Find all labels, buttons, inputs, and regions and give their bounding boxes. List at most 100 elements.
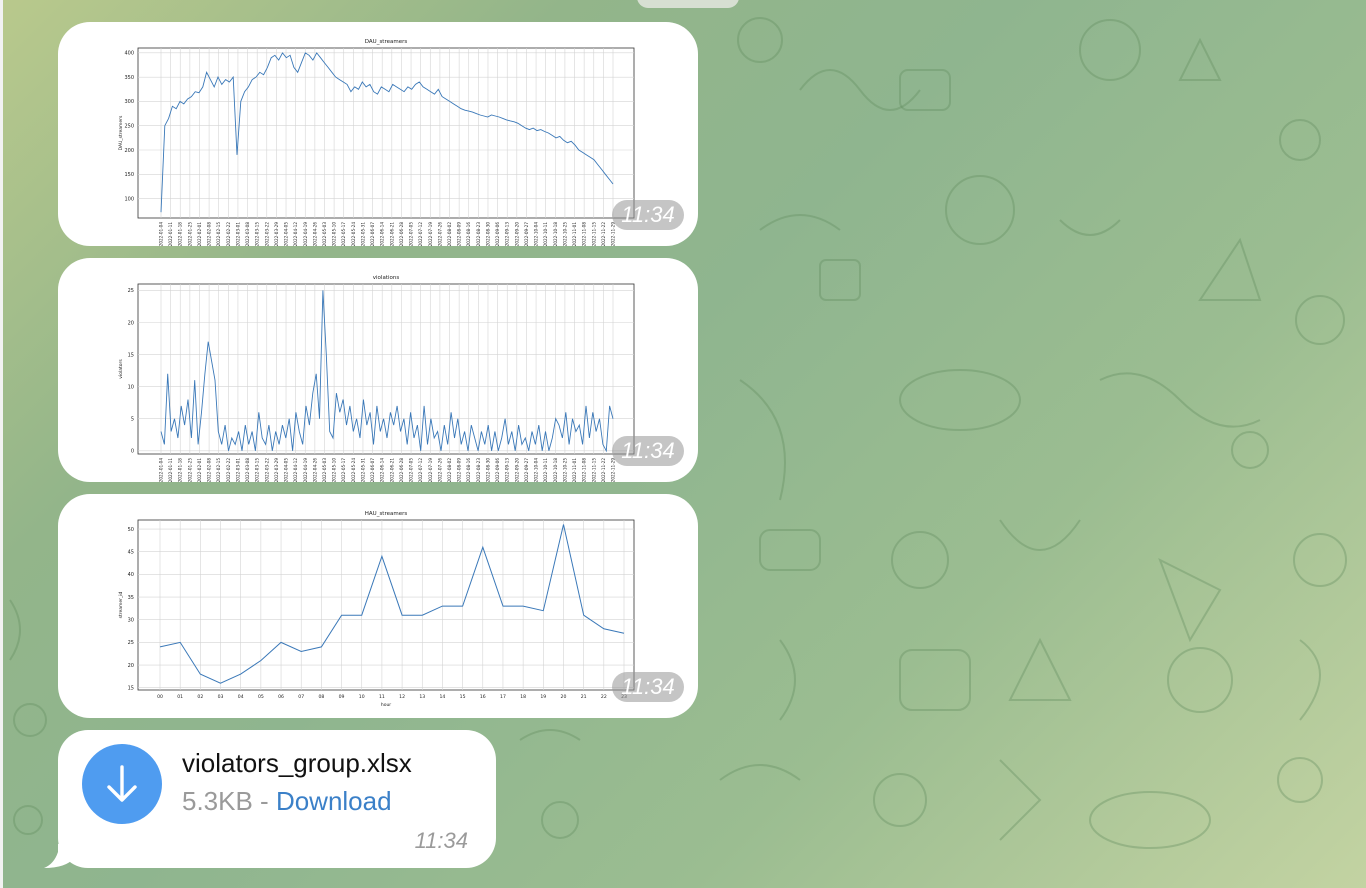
y-tick-label: 20 [128, 663, 134, 669]
x-tick-label: 2022-08-02 [447, 458, 452, 482]
x-tick-label: 2022-07-19 [428, 458, 433, 482]
x-tick-label: 17 [500, 694, 506, 700]
data-line [160, 52, 614, 213]
y-tick-label: 250 [124, 124, 134, 130]
download-link[interactable]: Download [275, 786, 392, 816]
x-tick-label: 2022-05-31 [360, 458, 365, 482]
y-tick-label: 10 [128, 384, 134, 390]
x-tick-label: 2022-09-27 [524, 222, 529, 246]
x-tick-label: 2022-06-28 [399, 222, 404, 246]
x-tick-label: 2022-01-11 [168, 458, 173, 482]
x-tick-label: 2022-07-12 [418, 222, 423, 246]
x-tick-label: 2022-06-07 [370, 458, 375, 482]
x-tick-label: 2022-09-06 [495, 222, 500, 246]
x-tick-label: 2022-07-05 [409, 458, 414, 482]
x-tick-label: 01 [177, 694, 183, 700]
photo-message-violations[interactable]: violations violators 0 5 10 15 20 25 2022-01-04 2… [58, 258, 698, 482]
x-tick-label: 06 [278, 694, 284, 700]
y-tick-label: 25 [128, 640, 134, 646]
x-tick-label: 2022-03-08 [245, 222, 250, 246]
x-tick-label: 2022-10-25 [562, 222, 567, 246]
x-tick-label: 2022-11-08 [582, 458, 587, 482]
x-tick-label: 18 [520, 694, 526, 700]
y-tick-label: 15 [128, 352, 134, 358]
x-tick-label: 2022-07-26 [437, 458, 442, 482]
y-tick-label: 400 [124, 51, 134, 57]
x-tick-label: 2022-08-23 [476, 222, 481, 246]
x-tick-label: 2022-04-12 [293, 222, 298, 246]
previous-message-bubble [637, 0, 739, 8]
message-time: 11:34 [612, 200, 684, 230]
y-tick-label: 35 [128, 595, 134, 601]
x-tick-label: 2022-11-15 [591, 458, 596, 482]
y-tick-label: 20 [128, 320, 134, 326]
x-tick-label: 2022-03-08 [245, 458, 250, 482]
x-tick-label: 07 [298, 694, 304, 700]
x-tick-label: 2022-08-30 [485, 458, 490, 482]
x-tick-label: 2022-04-19 [303, 222, 308, 246]
x-tick-label: 2022-11-15 [591, 222, 596, 246]
x-tick-label: 2022-03-22 [264, 458, 269, 482]
x-tick-label: 2022-01-11 [168, 222, 173, 246]
y-tick-label: 15 [128, 686, 134, 692]
y-tick-label: 300 [124, 99, 134, 105]
y-axis-label: streamer_id [118, 591, 124, 618]
chart-title: DAU_streamers [365, 39, 408, 45]
x-tick-label: 2022-05-17 [341, 222, 346, 246]
x-tick-label: 2022-01-25 [187, 458, 192, 482]
x-tick-label: 2022-07-26 [437, 222, 442, 246]
x-tick-label: 2022-10-25 [562, 458, 567, 482]
x-tick-label: 2022-04-19 [303, 458, 308, 482]
y-tick-label: 350 [124, 75, 134, 81]
x-tick-label: 2022-05-24 [351, 222, 356, 246]
x-tick-label: 2022-05-24 [351, 458, 356, 482]
y-tick-label: 100 [124, 196, 134, 202]
photo-message-hau-streamers[interactable]: HAU_streamers streamer_id hour 15 20 25 30 35 40… [58, 494, 698, 718]
x-tick-label: 2022-09-20 [514, 222, 519, 246]
x-tick-label: 2022-10-11 [543, 222, 548, 246]
x-tick-label: 2022-09-20 [514, 458, 519, 482]
data-line [160, 290, 614, 453]
file-size: 5.3KB [182, 786, 253, 816]
file-message[interactable]: violators_group.xlsx 5.3KB - Download 11… [58, 730, 496, 868]
x-tick-label: 00 [157, 694, 163, 700]
x-tick-label: 2022-01-18 [178, 222, 183, 246]
x-tick-label: 2022-02-01 [197, 458, 202, 482]
photo-message-dau-streamers[interactable]: DAU_streamers DAU_streamers 100 150 200 250 30… [58, 22, 698, 246]
x-tick-label: 2022-06-14 [380, 458, 385, 482]
x-tick-label: 2022-10-18 [553, 458, 558, 482]
x-tick-label: 2022-03-22 [264, 222, 269, 246]
x-tick-label: 2022-04-05 [284, 458, 289, 482]
plot-area [137, 47, 635, 219]
x-tick-label: 2022-11-08 [582, 222, 587, 246]
x-tick-label: 2022-02-01 [197, 222, 202, 246]
x-tick-label: 2022-02-22 [226, 222, 231, 246]
x-tick-label: 09 [339, 694, 345, 700]
x-axis-label: hour [381, 702, 391, 708]
x-tick-label: 2022-01-04 [159, 222, 164, 246]
y-tick-label: 200 [124, 148, 134, 154]
x-tick-label: 2022-01-25 [187, 222, 192, 246]
x-tick-label: 2022-06-21 [389, 458, 394, 482]
x-tick-label: 2022-07-05 [409, 222, 414, 246]
x-tick-label: 2022-05-17 [341, 458, 346, 482]
y-axis-label: DAU_streamers [118, 115, 124, 150]
x-tick-label: 2022-02-15 [216, 222, 221, 246]
x-tick-label: 2022-06-14 [380, 222, 385, 246]
x-tick-label: 2022-10-11 [543, 458, 548, 482]
x-tick-label: 04 [238, 694, 244, 700]
x-tick-label: 2022-06-21 [389, 222, 394, 246]
plot-area [137, 519, 635, 691]
download-button[interactable] [82, 744, 162, 824]
x-tick-label: 2022-08-16 [466, 222, 471, 246]
x-tick-label: 2022-10-18 [553, 222, 558, 246]
message-time: 11:34 [612, 436, 684, 466]
x-tick-label: 2022-05-10 [332, 222, 337, 246]
x-tick-label: 2022-02-08 [207, 458, 212, 482]
x-tick-label: 2022-08-23 [476, 458, 481, 482]
x-tick-label: 2022-09-13 [505, 222, 510, 246]
x-tick-label: 2022-06-07 [370, 222, 375, 246]
x-tick-label: 2022-11-22 [601, 458, 606, 482]
y-tick-label: 5 [131, 417, 134, 423]
x-tick-label: 15 [460, 694, 466, 700]
